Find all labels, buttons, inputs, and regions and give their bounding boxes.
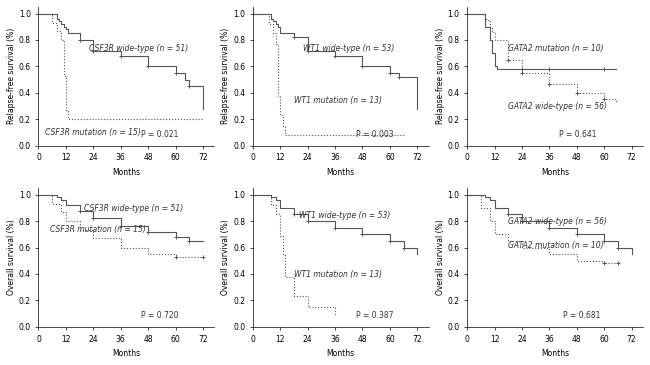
Text: P = 0.720: P = 0.720	[141, 311, 179, 320]
Y-axis label: Overall survival (%): Overall survival (%)	[436, 220, 445, 295]
X-axis label: Months: Months	[112, 349, 140, 358]
Text: P = 0.021: P = 0.021	[141, 130, 179, 139]
Y-axis label: Relapse-free survival (%): Relapse-free survival (%)	[436, 28, 445, 124]
Text: GATA2 mutation (n = 10): GATA2 mutation (n = 10)	[508, 241, 604, 250]
X-axis label: Months: Months	[327, 349, 355, 358]
Text: WT1 mutation (n = 13): WT1 mutation (n = 13)	[294, 270, 382, 278]
Text: WT1 mutation (n = 13): WT1 mutation (n = 13)	[294, 96, 382, 105]
Text: WT1 wide-type (n = 53): WT1 wide-type (n = 53)	[298, 211, 390, 220]
Text: GATA2 wide-type (n = 56): GATA2 wide-type (n = 56)	[508, 102, 607, 111]
Text: CSF3R mutation (n = 15): CSF3R mutation (n = 15)	[50, 225, 146, 234]
Text: P = 0.003: P = 0.003	[356, 130, 393, 139]
Y-axis label: Overall survival (%): Overall survival (%)	[221, 220, 230, 295]
Text: GATA2 mutation (n = 10): GATA2 mutation (n = 10)	[508, 43, 604, 53]
Y-axis label: Relapse-free survival (%): Relapse-free survival (%)	[7, 28, 16, 124]
Text: P = 0.387: P = 0.387	[356, 311, 393, 320]
Y-axis label: Overall survival (%): Overall survival (%)	[7, 220, 16, 295]
X-axis label: Months: Months	[112, 168, 140, 177]
Text: CSF3R wide-type (n = 51): CSF3R wide-type (n = 51)	[84, 204, 183, 212]
X-axis label: Months: Months	[541, 349, 569, 358]
X-axis label: Months: Months	[327, 168, 355, 177]
Y-axis label: Relapse-free survival (%): Relapse-free survival (%)	[221, 28, 230, 124]
X-axis label: Months: Months	[541, 168, 569, 177]
Text: GATA2 wide-type (n = 56): GATA2 wide-type (n = 56)	[508, 217, 607, 226]
Text: P = 0.681: P = 0.681	[563, 311, 601, 320]
Text: CSF3R wide-type (n = 51): CSF3R wide-type (n = 51)	[89, 43, 188, 53]
Text: P = 0.641: P = 0.641	[558, 130, 596, 139]
Text: WT1 wide-type (n = 53): WT1 wide-type (n = 53)	[303, 43, 395, 53]
Text: CSF3R mutation (n = 15): CSF3R mutation (n = 15)	[46, 128, 141, 137]
